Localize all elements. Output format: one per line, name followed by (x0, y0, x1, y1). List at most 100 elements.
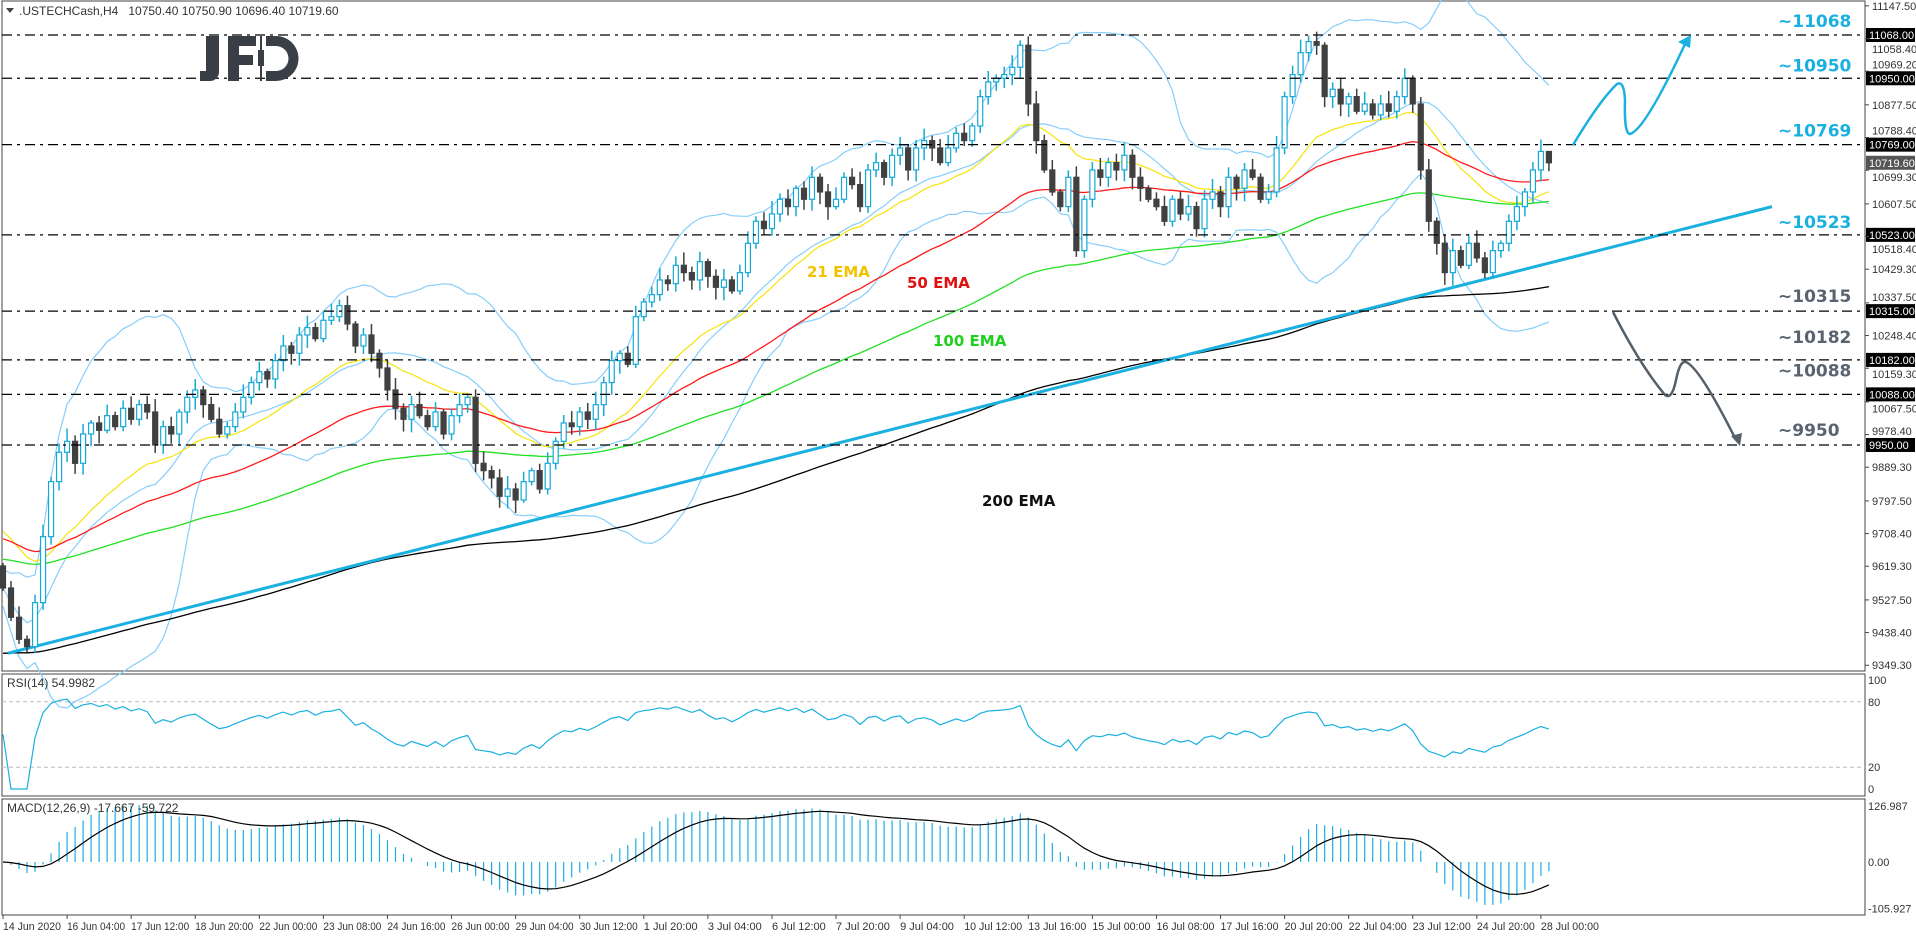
bullish-candle (448, 408, 455, 441)
bullish-candle (736, 264, 744, 295)
bullish-candle (39, 524, 47, 610)
bullish-candle (520, 471, 527, 503)
rsi-tick-label: 80 (1868, 697, 1880, 709)
bullish-candle (1513, 195, 1520, 231)
price-tick-label: 10429.30 (1872, 264, 1916, 276)
bullish-candle (280, 335, 287, 372)
bullish-candle (464, 393, 471, 413)
bullish-candle (408, 395, 415, 433)
bullish-candle (1273, 136, 1280, 198)
bearish-candle (168, 416, 175, 444)
bullish-candle (528, 467, 535, 486)
macd-signal-line (2, 810, 1550, 895)
bullish-candle (1169, 195, 1176, 227)
macd-tick-label: 0.00 (1868, 857, 1889, 869)
bullish-candle (1489, 240, 1496, 279)
bearish-candle (1233, 174, 1240, 201)
dropdown-triangle-icon[interactable] (6, 8, 14, 13)
bearish-candle (1433, 217, 1440, 255)
bearish-candle (929, 135, 936, 162)
bullish-candle (256, 361, 263, 391)
bearish-candle (624, 346, 631, 368)
level-price-box-label: 10088.00 (1869, 389, 1915, 401)
arrow-head-down-icon (1731, 433, 1742, 446)
bearish-candle (712, 269, 719, 300)
date-label: 20 Jul 20:00 (1285, 921, 1343, 933)
bearish-candle (568, 411, 575, 435)
bullish-candle (576, 407, 583, 436)
bearish-candle (0, 563, 7, 591)
bullish-candle (560, 415, 567, 449)
bullish-candle (1281, 91, 1288, 155)
price-tick-label: 11058.40 (1872, 44, 1916, 56)
bullish-candle (1089, 162, 1096, 208)
bullish-candle (47, 476, 55, 545)
bullish-candle (136, 399, 143, 426)
jfd-logo (200, 36, 299, 81)
bullish-candle (913, 140, 920, 182)
bearish-candle (1145, 185, 1152, 203)
level-price-box-label: 10523.00 (1869, 230, 1915, 242)
bearish-candle (1385, 91, 1392, 118)
date-label: 30 Jun 12:00 (580, 921, 638, 933)
bearish-candle (1025, 36, 1032, 117)
bullish-candle (720, 269, 728, 301)
bullish-candle (232, 403, 239, 433)
level-label: ~10315 (1778, 287, 1851, 307)
bullish-candle (1521, 188, 1529, 217)
date-label: 28 Jul 00:00 (1541, 921, 1599, 933)
bullish-candle (792, 185, 800, 217)
bearish-candle (848, 168, 856, 190)
bearish-candle (1409, 75, 1416, 113)
ema-200-line (2, 286, 1550, 654)
bearish-candle (200, 386, 207, 418)
bullish-candle (544, 452, 551, 495)
bullish-candle (120, 400, 127, 432)
bullish-candle (160, 420, 167, 454)
bearish-candle (144, 395, 151, 420)
bearish-candle (1137, 167, 1144, 202)
level-price-box-label: 10769.00 (1869, 140, 1915, 152)
bearish-candle (400, 403, 407, 432)
bullish-candle (969, 123, 976, 147)
bearish-candle (472, 389, 479, 473)
bullish-candle (616, 350, 623, 374)
arrow-head-up-icon (1678, 35, 1691, 48)
bearish-candle (96, 416, 103, 444)
symbol-label: .USTECHCash,H4 (19, 4, 119, 18)
price-tick-label: 9889.30 (1872, 462, 1912, 474)
bullish-candle (840, 172, 848, 204)
bullish-candle (1017, 40, 1024, 79)
bullish-candle (1265, 184, 1272, 204)
price-tick-label: 10607.50 (1872, 199, 1916, 211)
date-label: 10 Jul 12:00 (964, 921, 1022, 933)
bearish-candle (1113, 153, 1120, 181)
bullish-candle (248, 376, 255, 405)
bullish-candle (1009, 55, 1016, 86)
date-label: 18 Jun 20:00 (195, 921, 253, 933)
date-label: 22 Jul 04:00 (1349, 921, 1407, 933)
bearish-candle (856, 171, 864, 213)
price-tick-label: 10699.30 (1872, 172, 1916, 184)
bullish-candle (224, 421, 231, 439)
bearish-candle (416, 391, 423, 419)
bearish-candle (816, 173, 824, 205)
price-tick-label: 10067.50 (1872, 403, 1916, 415)
ema-200-label: 200 EMA (982, 492, 1056, 510)
bullish-candle (632, 305, 639, 369)
bearish-scenario-arrow (1611, 311, 1738, 441)
bearish-candle (512, 483, 519, 514)
bullish-candle (456, 393, 463, 423)
bearish-candle (1097, 158, 1104, 187)
level-price-box (1866, 28, 1915, 42)
date-label: 24 Jul 20:00 (1477, 921, 1535, 933)
level-price-box-label: 9950.00 (1869, 440, 1909, 452)
bullish-candle (808, 166, 816, 211)
bullish-candle (897, 137, 904, 165)
bullish-candle (176, 409, 183, 445)
bearish-candle (288, 342, 295, 365)
bearish-candle (264, 368, 271, 388)
bearish-candle (1249, 159, 1256, 181)
price-tick-label: 9797.50 (1872, 496, 1912, 508)
